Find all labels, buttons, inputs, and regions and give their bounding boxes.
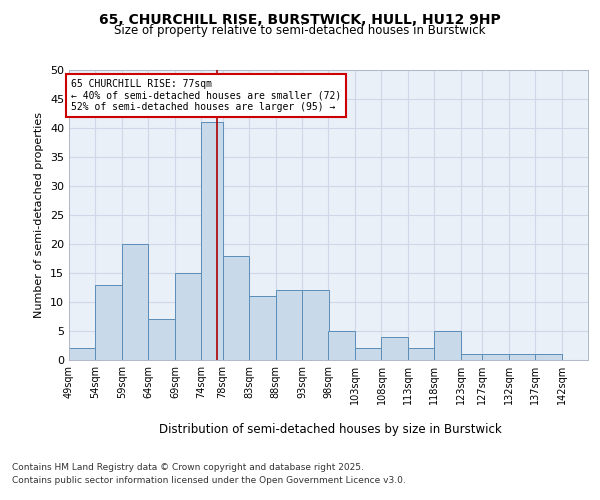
Bar xyxy=(69,348,95,360)
Bar xyxy=(275,290,302,360)
Text: Size of property relative to semi-detached houses in Burstwick: Size of property relative to semi-detach… xyxy=(114,24,486,37)
Bar xyxy=(202,122,223,360)
Bar xyxy=(482,354,509,360)
Bar xyxy=(329,331,355,360)
Bar xyxy=(95,284,122,360)
Bar xyxy=(223,256,249,360)
Bar xyxy=(408,348,434,360)
Bar xyxy=(148,320,175,360)
Y-axis label: Number of semi-detached properties: Number of semi-detached properties xyxy=(34,112,44,318)
Bar xyxy=(122,244,148,360)
Bar xyxy=(249,296,275,360)
Text: 65, CHURCHILL RISE, BURSTWICK, HULL, HU12 9HP: 65, CHURCHILL RISE, BURSTWICK, HULL, HU1… xyxy=(99,12,501,26)
Text: Contains HM Land Registry data © Crown copyright and database right 2025.: Contains HM Land Registry data © Crown c… xyxy=(12,462,364,471)
Text: 65 CHURCHILL RISE: 77sqm
← 40% of semi-detached houses are smaller (72)
52% of s: 65 CHURCHILL RISE: 77sqm ← 40% of semi-d… xyxy=(71,78,341,112)
Bar xyxy=(175,273,202,360)
Bar xyxy=(434,331,461,360)
Bar xyxy=(382,337,408,360)
Bar xyxy=(509,354,535,360)
Bar xyxy=(302,290,329,360)
Text: Distribution of semi-detached houses by size in Burstwick: Distribution of semi-detached houses by … xyxy=(158,422,502,436)
Bar xyxy=(461,354,482,360)
Bar xyxy=(535,354,562,360)
Bar xyxy=(355,348,382,360)
Text: Contains public sector information licensed under the Open Government Licence v3: Contains public sector information licen… xyxy=(12,476,406,485)
